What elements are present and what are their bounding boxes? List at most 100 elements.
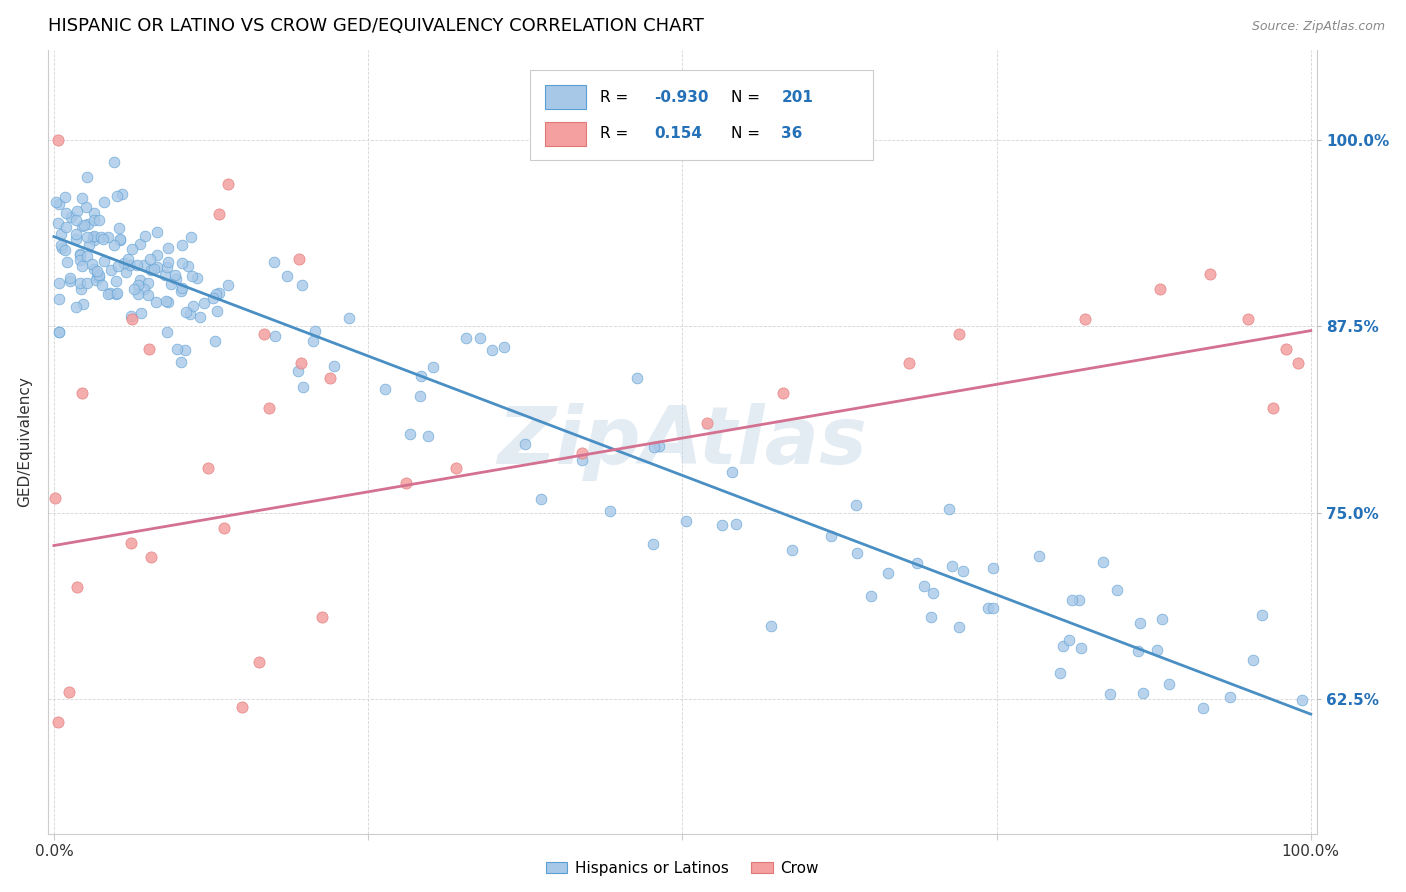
Point xyxy=(110,232,132,246)
Point xyxy=(253,326,276,341)
Point xyxy=(86,270,108,285)
Point xyxy=(84,273,107,287)
Point xyxy=(70,386,93,401)
Point xyxy=(1250,608,1272,623)
Point xyxy=(98,286,121,301)
Point xyxy=(1091,555,1114,569)
Point xyxy=(138,342,160,356)
Point xyxy=(115,265,138,279)
Point xyxy=(69,247,91,261)
Point xyxy=(70,259,93,273)
Point xyxy=(155,293,177,308)
Point xyxy=(948,619,970,633)
Point xyxy=(46,216,69,230)
Point xyxy=(337,311,360,326)
Point xyxy=(952,565,974,579)
Point xyxy=(1059,632,1081,647)
Point xyxy=(139,263,162,277)
Point xyxy=(205,286,228,301)
Point xyxy=(1150,611,1173,625)
Point xyxy=(1132,686,1154,700)
Point xyxy=(710,517,733,532)
Point xyxy=(845,546,868,560)
Legend: Hispanics or Latinos, Crow: Hispanics or Latinos, Crow xyxy=(540,855,825,882)
Point xyxy=(180,230,202,244)
Point xyxy=(108,220,131,235)
Point xyxy=(89,269,111,284)
Point xyxy=(165,272,187,286)
Point xyxy=(83,213,105,227)
Point xyxy=(1062,593,1084,607)
Point xyxy=(188,310,211,324)
Point xyxy=(156,295,179,310)
Point xyxy=(318,371,340,385)
Point xyxy=(129,237,152,252)
Point xyxy=(193,296,215,310)
FancyBboxPatch shape xyxy=(546,86,586,109)
Point xyxy=(65,227,87,242)
Point xyxy=(725,517,748,532)
Point xyxy=(53,190,76,204)
Point xyxy=(1243,653,1265,667)
Point xyxy=(80,257,103,271)
Point xyxy=(48,133,70,147)
Point xyxy=(860,589,883,603)
Point xyxy=(156,260,179,275)
Point xyxy=(49,227,72,242)
Point xyxy=(181,299,204,313)
Point xyxy=(75,200,97,214)
Point xyxy=(93,253,115,268)
Point xyxy=(65,213,87,227)
Point xyxy=(1149,282,1171,296)
Point xyxy=(1199,267,1222,281)
Point xyxy=(132,258,155,272)
Point xyxy=(1073,311,1095,326)
Point xyxy=(395,475,418,490)
Point xyxy=(264,329,287,343)
Point xyxy=(46,714,69,729)
Point xyxy=(59,274,82,288)
Point xyxy=(304,324,326,338)
Point xyxy=(90,230,112,244)
Point xyxy=(761,618,783,632)
Point xyxy=(897,356,920,370)
Point xyxy=(82,230,104,244)
Point xyxy=(1192,701,1215,715)
Point xyxy=(170,256,193,270)
Point xyxy=(204,334,226,348)
Point xyxy=(231,699,253,714)
Point xyxy=(69,247,91,261)
Point xyxy=(197,461,219,475)
Point xyxy=(290,356,312,370)
Point xyxy=(118,258,141,272)
Point xyxy=(179,307,201,321)
Point xyxy=(1069,593,1091,607)
Point xyxy=(58,685,80,699)
Point xyxy=(77,238,100,252)
Point xyxy=(76,170,98,185)
Point xyxy=(981,561,1004,575)
Point xyxy=(91,232,114,246)
Point xyxy=(97,287,120,301)
Text: 36: 36 xyxy=(782,127,803,142)
Point xyxy=(1028,549,1050,563)
Point xyxy=(105,189,128,203)
Text: 0.154: 0.154 xyxy=(654,127,703,142)
Point xyxy=(599,504,621,518)
Point xyxy=(772,386,794,401)
Point xyxy=(1049,665,1071,680)
Point xyxy=(938,501,960,516)
Point xyxy=(481,343,503,357)
Point xyxy=(571,446,593,460)
Point xyxy=(83,205,105,219)
Point xyxy=(920,610,942,624)
Point xyxy=(127,287,149,301)
Point xyxy=(44,491,66,505)
Point xyxy=(97,230,120,244)
Point xyxy=(129,306,152,320)
Point xyxy=(124,282,146,296)
Point xyxy=(48,197,70,211)
Point xyxy=(311,610,333,624)
Point xyxy=(186,271,208,285)
Point xyxy=(214,520,236,534)
